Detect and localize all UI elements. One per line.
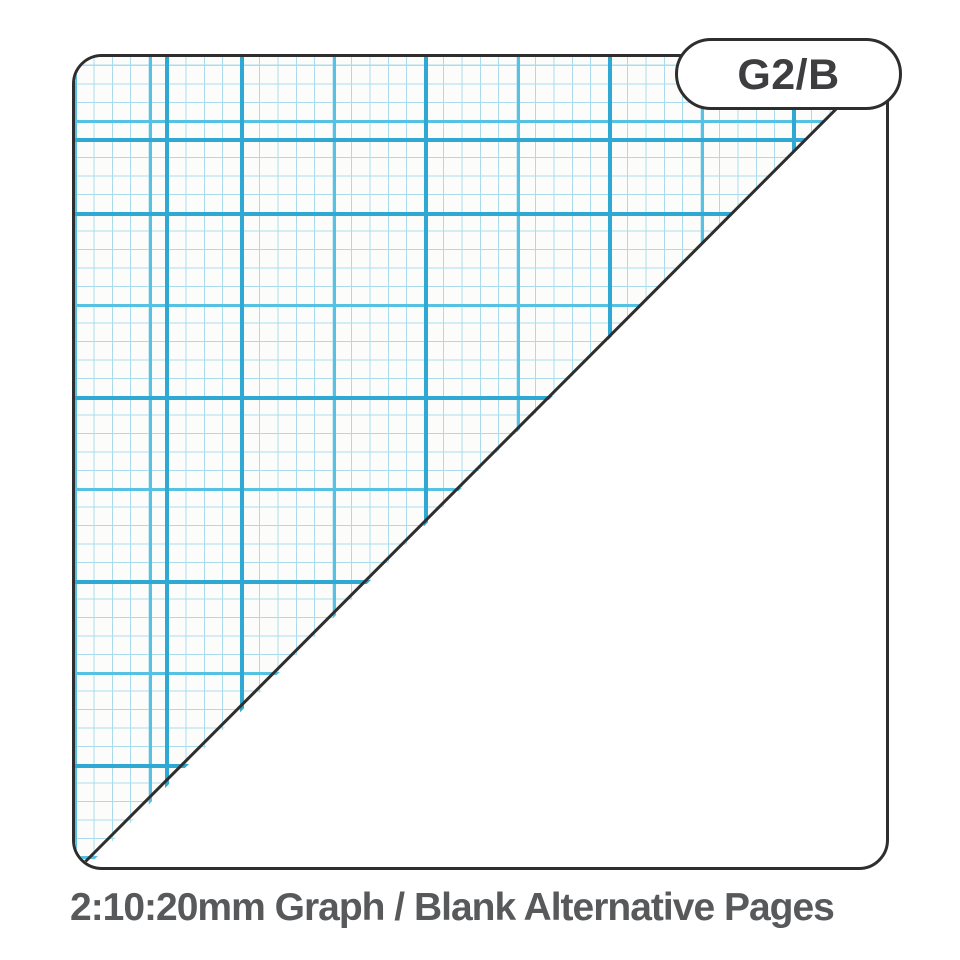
product-caption: 2:10:20mm Graph / Blank Alternative Page… <box>70 886 835 929</box>
product-code-badge: G2/B <box>675 38 902 110</box>
notebook-page-card <box>72 54 889 870</box>
product-code-label: G2/B <box>737 50 840 99</box>
